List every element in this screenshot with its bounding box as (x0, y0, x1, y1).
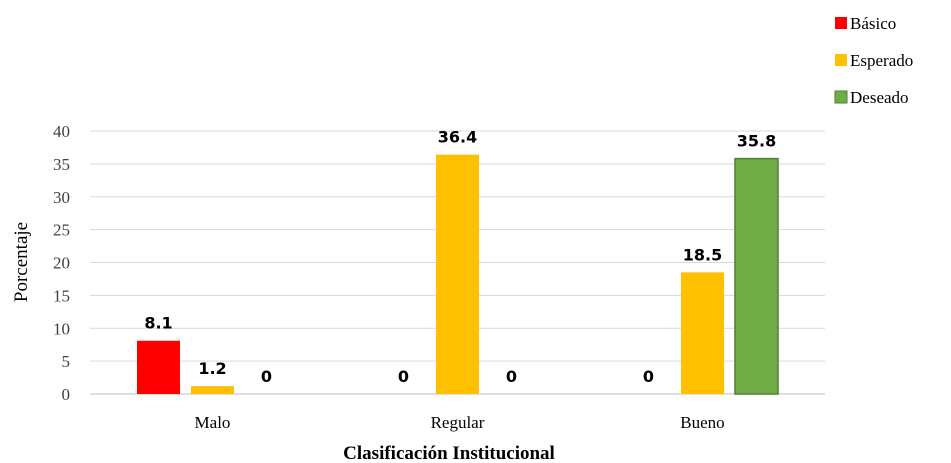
bar-bueno-esperado (681, 272, 724, 394)
legend-label-basico: Básico (850, 14, 896, 33)
legend-swatch-basico (835, 17, 847, 29)
y-tick-label-35: 35 (53, 155, 70, 174)
y-axis-title: Porcentaje (11, 222, 32, 302)
data-labels: 8.1 1.2 0 0 36.4 0 0 18.5 35.8 (144, 128, 776, 386)
data-label-malo-basico: 8.1 (144, 314, 172, 333)
y-tick-label-25: 25 (53, 221, 70, 240)
bar-malo-esperado (191, 386, 234, 394)
data-label-regular-deseado: 0 (506, 367, 517, 386)
y-axis-ticks: 0 5 10 15 20 25 30 35 40 (53, 122, 70, 404)
bar-bueno-deseado (734, 157, 779, 395)
y-tick-label-5: 5 (62, 352, 71, 371)
y-tick-label-20: 20 (53, 254, 70, 273)
category-labels: Malo Regular Bueno (195, 413, 725, 432)
y-tick-label-0: 0 (62, 385, 71, 404)
x-axis-title: Clasificación Institucional (343, 443, 555, 463)
y-tick-label-15: 15 (53, 286, 70, 305)
x-tick-label-bueno: Bueno (680, 413, 724, 432)
data-label-bueno-deseado: 35.8 (737, 132, 776, 151)
y-tick-label-10: 10 (53, 319, 70, 338)
data-label-regular-basico: 0 (398, 367, 409, 386)
bar-malo-basico (137, 340, 180, 394)
data-label-bueno-esperado: 18.5 (683, 245, 722, 264)
legend-swatch-deseado (834, 90, 848, 104)
y-tick-label-30: 30 (53, 188, 70, 207)
y-tick-label-40: 40 (53, 122, 70, 141)
legend: Básico Esperado Deseado (834, 14, 913, 107)
legend-label-esperado: Esperado (850, 51, 913, 70)
bar-regular-esperado (436, 154, 479, 394)
data-label-bueno-basico: 0 (643, 367, 654, 386)
data-label-malo-deseado: 0 (261, 367, 272, 386)
x-tick-label-regular: Regular (431, 413, 485, 432)
bars (137, 154, 779, 395)
legend-label-deseado: Deseado (850, 88, 909, 107)
legend-swatch-esperado (835, 54, 847, 66)
x-tick-label-malo: Malo (195, 413, 231, 432)
data-label-regular-esperado: 36.4 (438, 128, 477, 147)
data-label-malo-esperado: 1.2 (198, 359, 226, 378)
